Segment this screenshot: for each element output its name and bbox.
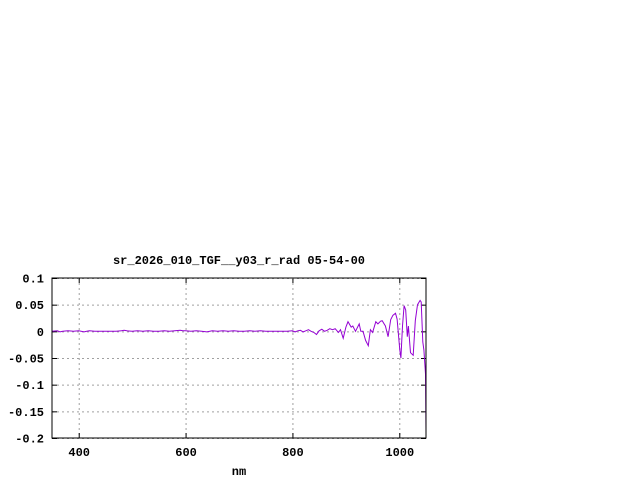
y-tick-label: 0.05 xyxy=(15,299,44,313)
plot-border xyxy=(51,277,427,439)
y-tick-label: 0.1 xyxy=(22,273,44,287)
x-tick-label: 400 xyxy=(68,446,90,460)
y-tick-label: -0.2 xyxy=(15,433,44,447)
grid xyxy=(52,278,426,439)
y-tick-label: -0.05 xyxy=(8,353,44,367)
x-tick-label: 600 xyxy=(175,446,197,460)
y-tick-label: -0.15 xyxy=(8,406,44,420)
y-tick-label: -0.1 xyxy=(15,379,44,393)
x-axis-label: nm xyxy=(232,465,246,479)
tick-labels: 400 600 800 1000 0.1 0.05 0 -0.05 -0.1 -0.15 -0.2 xyxy=(8,273,414,461)
series-line xyxy=(51,299,427,433)
x-tick-label: 800 xyxy=(282,446,304,460)
y-tick-label: 0 xyxy=(37,326,44,340)
x-tick-label: 1000 xyxy=(385,446,414,460)
chart-title: sr_2026_010_TGF__y03_r_rad 05-54-00 xyxy=(113,254,365,268)
